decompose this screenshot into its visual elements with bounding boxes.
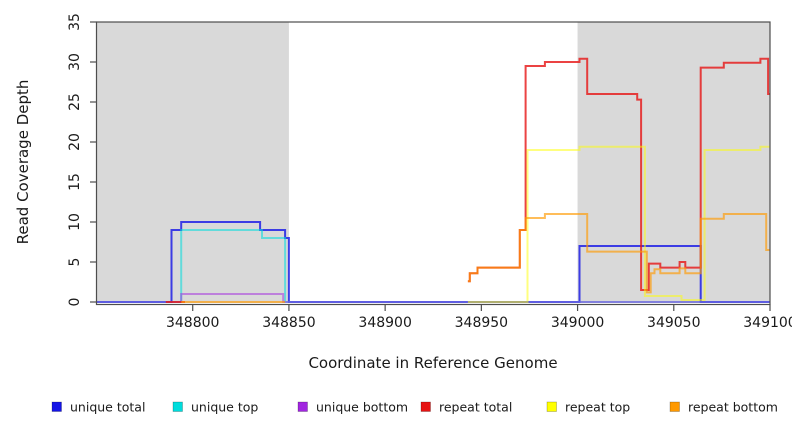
series-line-unique-top [96, 229, 770, 303]
series-lines [96, 57, 770, 303]
plot-border [95, 21, 771, 306]
y-tick-label: 15 [67, 173, 83, 191]
legend-item-unique-bottom: unique bottom [297, 400, 408, 415]
legend-swatch-unique-top [172, 401, 183, 412]
legend-item-repeat-top: repeat top [546, 400, 630, 415]
legend-item-repeat-bottom: repeat bottom [669, 400, 778, 415]
axis-ticks [90, 21, 771, 311]
legend-label-unique-total: unique total [70, 400, 145, 415]
y-tick-label: 30 [67, 53, 83, 71]
plot-box [95, 21, 771, 306]
x-tick-label: 348850 [262, 315, 315, 331]
y-tick-label: 10 [67, 213, 83, 231]
x-tick-label: 348950 [455, 315, 508, 331]
series-line-repeat-bottom [467, 213, 770, 294]
x-tick-label: 349000 [551, 315, 604, 331]
y-axis-title: Read Coverage Depth [14, 80, 32, 245]
shaded-region [96, 22, 289, 303]
legend-swatch-unique-total [51, 401, 62, 412]
legend-swatch-repeat-top [546, 401, 557, 412]
y-tick-label: 35 [67, 13, 83, 31]
x-tick-label: 349050 [647, 315, 700, 331]
shaded-region [577, 22, 770, 303]
x-tick-label: 348800 [166, 315, 219, 331]
legend-swatch-repeat-total [420, 401, 431, 412]
legend-label-repeat-top: repeat top [565, 400, 630, 415]
legend-label-repeat-bottom: repeat bottom [688, 400, 778, 415]
x-axis-title: Coordinate in Reference Genome [308, 354, 557, 372]
legend-item-unique-top: unique top [172, 400, 258, 415]
y-tick-label: 5 [67, 258, 83, 267]
x-tick-label: 348900 [358, 315, 411, 331]
legend-label-unique-top: unique top [191, 400, 258, 415]
shaded-regions [96, 22, 770, 303]
legend-item-repeat-total: repeat total [420, 400, 512, 415]
legend-swatch-unique-bottom [297, 401, 308, 412]
y-tick-label: 25 [67, 93, 83, 111]
y-tick-label: 0 [67, 298, 83, 307]
legend-label-repeat-total: repeat total [439, 400, 512, 415]
x-tick-label: 349100 [743, 315, 792, 331]
series-line-repeat-top [467, 145, 770, 303]
y-tick-label: 20 [67, 133, 83, 151]
legend-item-unique-total: unique total [51, 400, 145, 415]
legend: unique total unique top unique bottom repea… [51, 400, 778, 415]
axis-tick-labels: 348800 348850 348900 348950 349000 349050 3491… [67, 13, 792, 331]
legend-label-unique-bottom: unique bottom [316, 400, 408, 415]
legend-swatch-repeat-bottom [669, 401, 680, 412]
